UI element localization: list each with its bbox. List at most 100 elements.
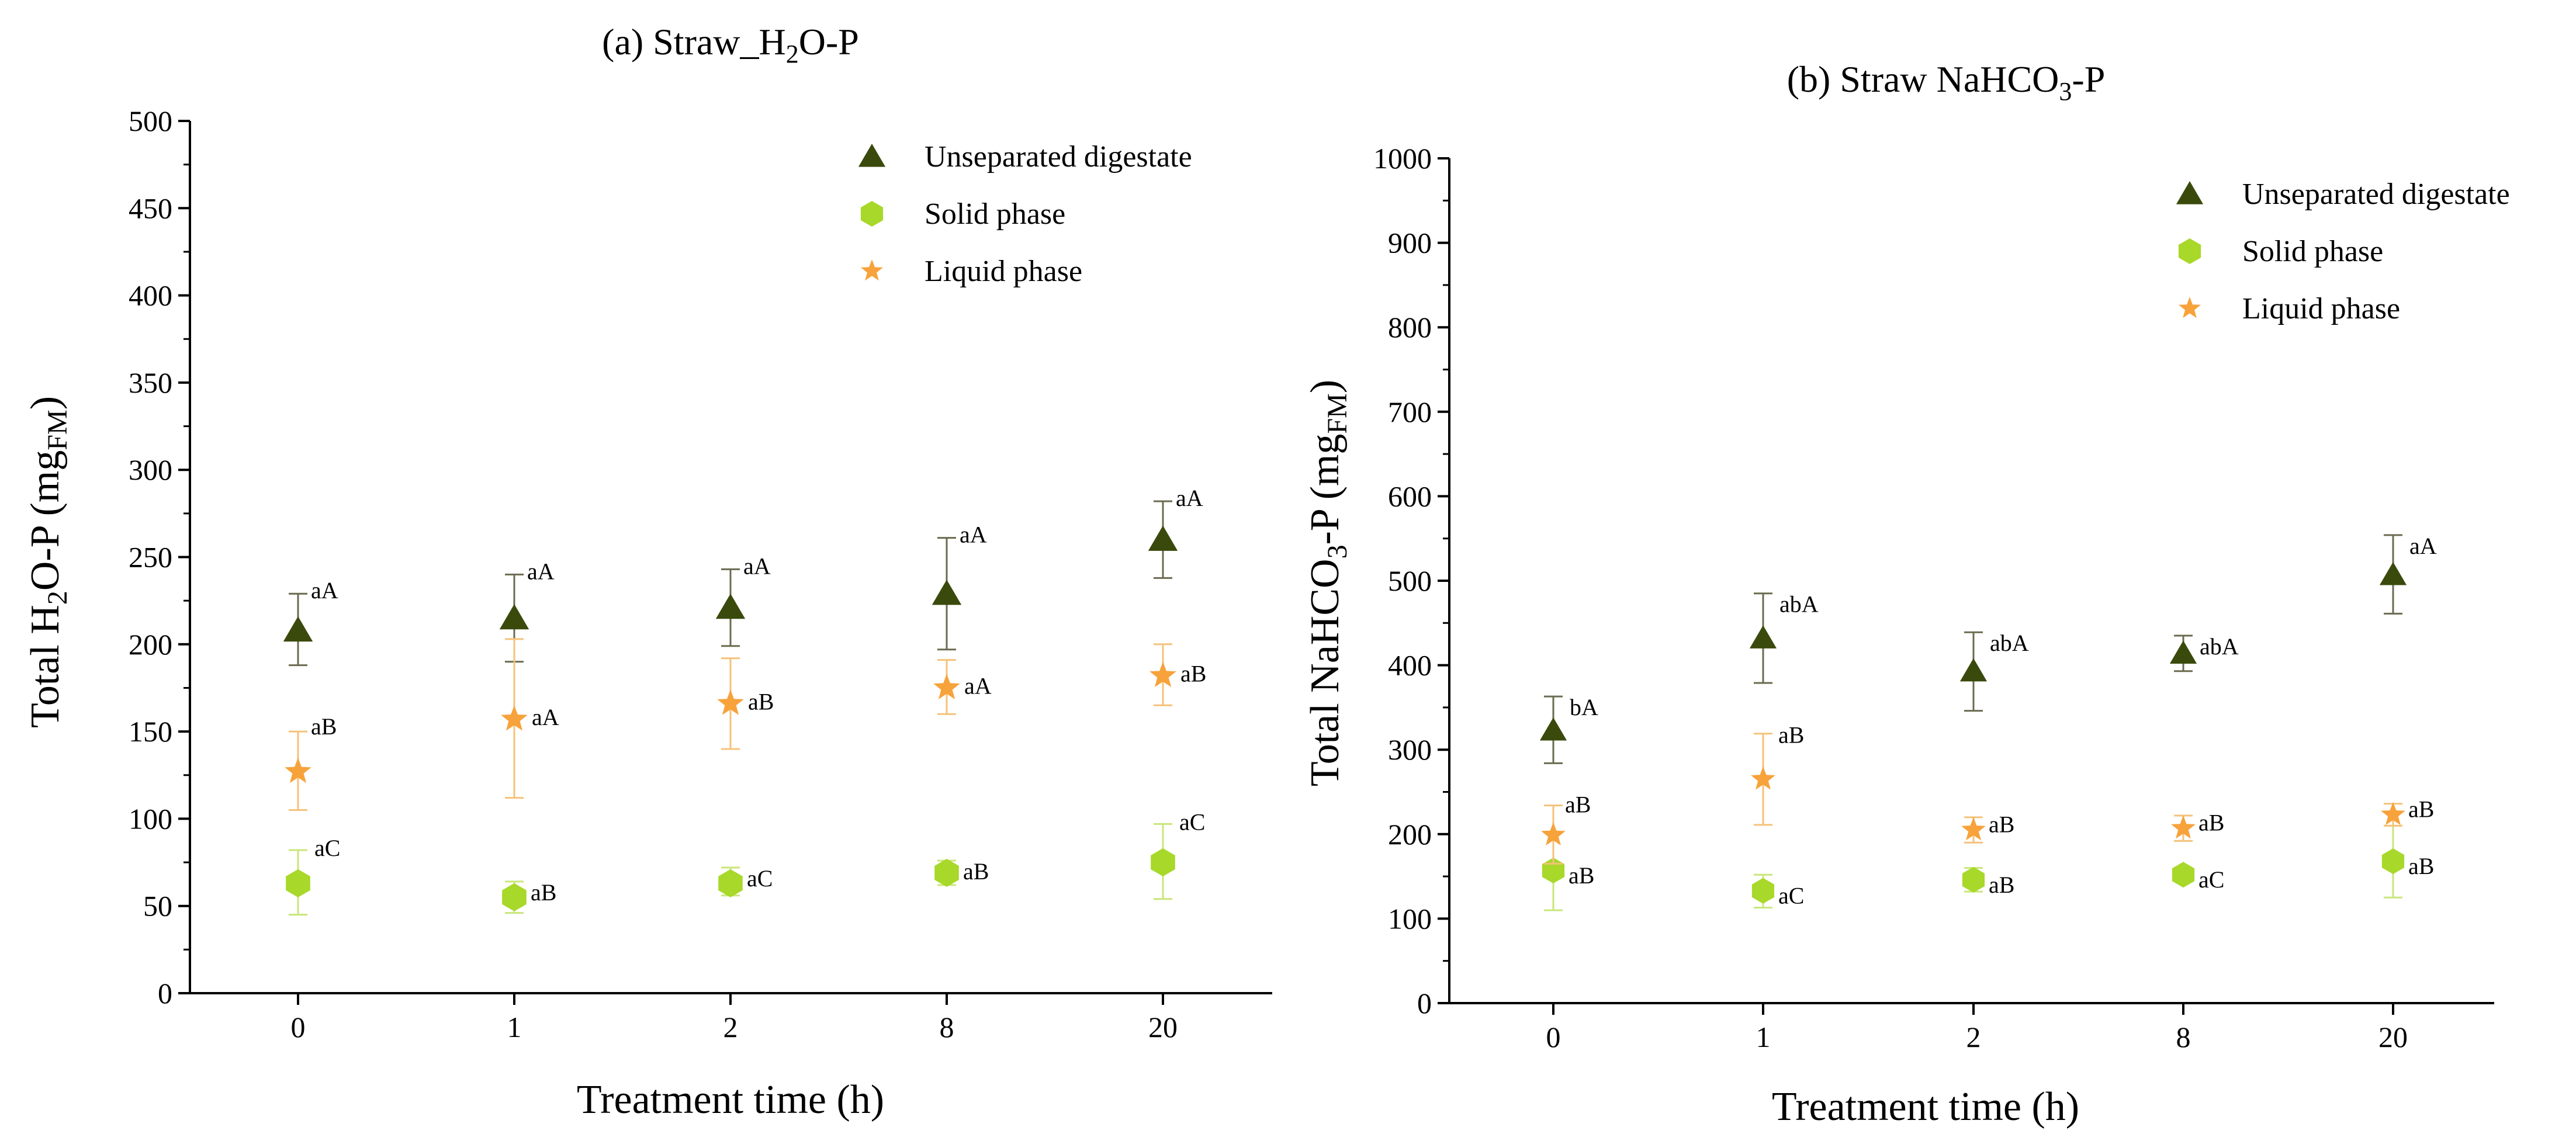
panel-b-xlabel: Treatment time (h) xyxy=(1772,1084,2079,1129)
x-tick-label: 1 xyxy=(507,1011,522,1043)
point-annotation: aA xyxy=(960,522,987,548)
data-point-liquid xyxy=(1149,661,1176,687)
y-tick-label: 500 xyxy=(129,105,172,137)
point-annotation: abA xyxy=(1779,591,1819,618)
y-tick-label: 1000 xyxy=(1373,142,1432,175)
legend: Unseparated digestate Solid phase Liquid p… xyxy=(2176,178,2510,325)
legend-marker-unseparated xyxy=(858,144,886,167)
y-tick-label: 600 xyxy=(1388,480,1432,512)
point-annotation: aB xyxy=(2198,810,2224,836)
data-point-unseparated xyxy=(283,616,313,642)
y-tick-label: 200 xyxy=(129,628,172,661)
legend-marker-liquid xyxy=(861,259,883,281)
y-tick-label: 700 xyxy=(1388,396,1432,428)
point-annotation: aA xyxy=(964,672,992,699)
point-annotation: aA xyxy=(2409,533,2437,559)
data-point-solid xyxy=(286,869,310,897)
data-point-solid xyxy=(1962,866,1985,893)
point-annotation: abA xyxy=(1990,630,2029,656)
data-point-unseparated xyxy=(499,604,529,630)
data-point-liquid xyxy=(501,705,528,731)
series-unseparated: aA aA aA aA aA xyxy=(283,485,1203,667)
y-tick-label: 450 xyxy=(129,192,172,224)
point-annotation: aA xyxy=(743,553,771,579)
x-tick-label: 0 xyxy=(1546,1021,1561,1053)
y-tick-label: 500 xyxy=(1388,564,1432,597)
data-point-unseparated xyxy=(932,580,962,605)
data-point-solid xyxy=(502,883,527,911)
point-annotation: aC xyxy=(1778,883,1804,909)
point-annotation: aA xyxy=(527,558,555,584)
data-point-solid xyxy=(1751,878,1775,904)
data-point-unseparated xyxy=(1148,525,1178,551)
legend: Unseparated digestate Solid phase Liquid p… xyxy=(858,140,1192,288)
legend-marker-liquid xyxy=(2179,297,2201,318)
y-tick-label: 300 xyxy=(129,453,172,486)
x-tick-label: 8 xyxy=(940,1011,954,1043)
panel-b-title: (b) Straw NaHCO3-P xyxy=(1787,58,2106,106)
data-point-liquid xyxy=(2171,815,2196,839)
x-tick-label: 20 xyxy=(2378,1021,2408,1053)
data-point-liquid xyxy=(1961,817,1986,841)
series-liquid: aB aA aB aA aB xyxy=(285,638,1206,811)
y-tick-label: 200 xyxy=(1388,818,1432,851)
legend-marker-solid xyxy=(860,201,884,227)
data-point-liquid xyxy=(933,674,960,699)
y-tick-label: 100 xyxy=(129,802,172,835)
legend-label-solid: Solid phase xyxy=(2242,235,2383,268)
data-point-solid xyxy=(718,869,743,897)
data-point-unseparated xyxy=(1539,717,1567,741)
y-tick-label: 900 xyxy=(1388,227,1432,259)
legend-item-liquid: Liquid phase xyxy=(2179,292,2400,325)
point-annotation: aB xyxy=(2408,853,2434,879)
point-annotation: aC xyxy=(314,835,340,861)
data-point-liquid xyxy=(1751,766,1775,790)
point-annotation: aA xyxy=(1176,485,1203,511)
data-point-unseparated xyxy=(1959,658,1988,682)
y-tick-label: 100 xyxy=(1388,902,1432,935)
point-annotation: aC xyxy=(1179,809,1205,835)
y-tick-label: 50 xyxy=(143,890,172,922)
data-point-unseparated xyxy=(2379,561,2407,585)
legend-item-unseparated: Unseparated digestate xyxy=(2176,178,2510,211)
point-annotation: aA xyxy=(532,704,559,730)
point-annotation: aB xyxy=(963,858,989,885)
point-annotation: aC xyxy=(2198,866,2224,893)
y-tick-label: 350 xyxy=(129,366,172,399)
point-annotation: aB xyxy=(748,688,774,715)
legend-marker-unseparated xyxy=(2176,181,2204,204)
data-point-liquid xyxy=(717,689,744,715)
data-point-liquid xyxy=(2381,802,2405,826)
point-annotation: aB xyxy=(311,713,337,740)
data-point-liquid xyxy=(1541,822,1566,845)
y-tick-label: 300 xyxy=(1388,733,1432,766)
series-liquid: aB aB aB aB aB xyxy=(1541,722,2434,865)
point-annotation: aB xyxy=(1569,862,1594,889)
y-tick-label: 150 xyxy=(129,715,172,748)
data-point-liquid xyxy=(285,757,311,783)
y-tick-label: 400 xyxy=(1388,649,1432,682)
legend-item-solid: Solid phase xyxy=(2178,235,2383,268)
data-point-solid xyxy=(2172,862,2195,888)
legend-marker-solid xyxy=(2178,238,2201,264)
x-tick-label: 20 xyxy=(1148,1011,1178,1043)
data-point-unseparated xyxy=(1749,625,1777,648)
legend-item-liquid: Liquid phase xyxy=(861,255,1082,288)
x-tick-label: 8 xyxy=(2176,1021,2191,1053)
point-annotation: aB xyxy=(1778,722,1804,748)
point-annotation: aB xyxy=(1180,661,1206,687)
y-tick-label: 0 xyxy=(158,977,172,1010)
x-tick-label: 0 xyxy=(291,1011,306,1043)
data-point-solid xyxy=(2381,848,2405,875)
y-tick-label: 800 xyxy=(1388,311,1432,344)
legend-label-unseparated: Unseparated digestate xyxy=(2242,178,2510,211)
data-point-solid xyxy=(934,859,959,887)
x-tick-label: 1 xyxy=(1756,1021,1771,1053)
panel-a-ylabel: Total H2O-P (mgFM) xyxy=(23,396,73,728)
point-annotation: aA xyxy=(311,577,338,604)
panel-a-xlabel: Treatment time (h) xyxy=(577,1077,884,1122)
panel-b-ylabel: Total NaHCO3-P (mgFM) xyxy=(1303,380,1353,786)
panel-b-plot: 0 100 200 300 400 500 600 700 800 900 1000 0 1 2 8 20 bA… xyxy=(1373,142,2510,1053)
y-tick-label: 250 xyxy=(129,541,172,574)
